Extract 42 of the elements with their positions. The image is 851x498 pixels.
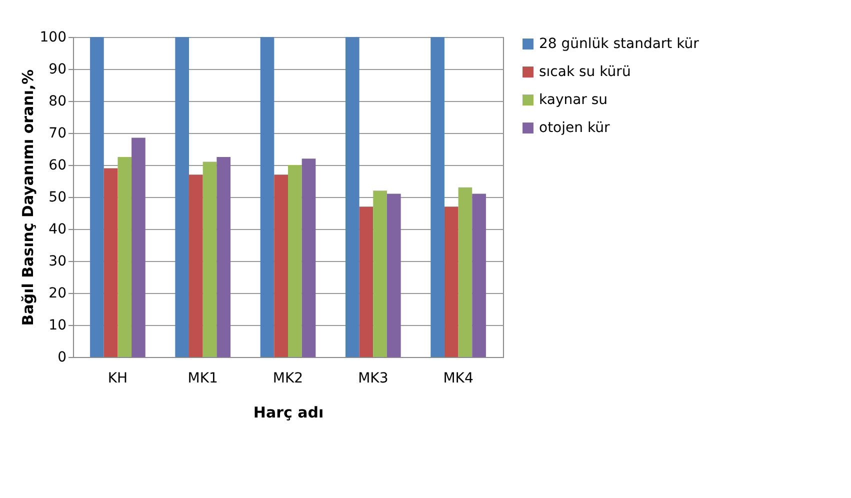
bar <box>202 162 217 357</box>
y-tick-label: 30 <box>48 254 66 270</box>
bar <box>345 37 360 357</box>
y-axis-title: Bağıl Basınç Dayanımı oranı,% <box>18 69 37 326</box>
y-tick-label: 0 <box>58 350 66 366</box>
bar <box>430 37 444 357</box>
y-tick-label: 90 <box>48 62 66 78</box>
bar <box>175 37 190 357</box>
bar <box>90 37 104 357</box>
legend-label: kaynar su <box>539 92 608 108</box>
bar <box>104 168 118 357</box>
y-tick-label: 50 <box>48 190 66 206</box>
y-tick-label: 10 <box>48 318 66 334</box>
bar <box>288 165 302 357</box>
bar <box>359 206 374 357</box>
bar <box>386 194 401 357</box>
bar <box>302 158 316 357</box>
y-tick-label: 40 <box>48 222 66 238</box>
bar <box>118 157 132 357</box>
x-tick-label: MK2 <box>272 370 304 386</box>
x-axis-title: Harç adı <box>253 404 324 422</box>
bar <box>274 174 288 357</box>
bar <box>458 187 472 357</box>
legend-label: 28 günlük standart kür <box>539 36 700 52</box>
x-tick-label: MK3 <box>358 370 388 386</box>
bar <box>216 157 231 357</box>
bar <box>472 194 486 357</box>
y-tick-label: 20 <box>48 286 66 302</box>
legend-label: sıcak su kürü <box>539 64 631 80</box>
legend-label: otojen kür <box>539 120 610 136</box>
bar <box>132 138 146 357</box>
y-tick-label: 70 <box>48 126 66 142</box>
bar <box>260 37 274 357</box>
x-tick-label: MK4 <box>443 370 474 386</box>
x-tick-label: MK1 <box>188 370 218 386</box>
bar <box>444 206 458 357</box>
y-tick-label: 60 <box>48 158 66 174</box>
bar <box>189 174 203 357</box>
y-tick-label: 80 <box>48 94 66 110</box>
y-tick-label: 100 <box>40 30 66 46</box>
x-tick-label: KH <box>108 370 128 386</box>
bar <box>373 190 387 357</box>
